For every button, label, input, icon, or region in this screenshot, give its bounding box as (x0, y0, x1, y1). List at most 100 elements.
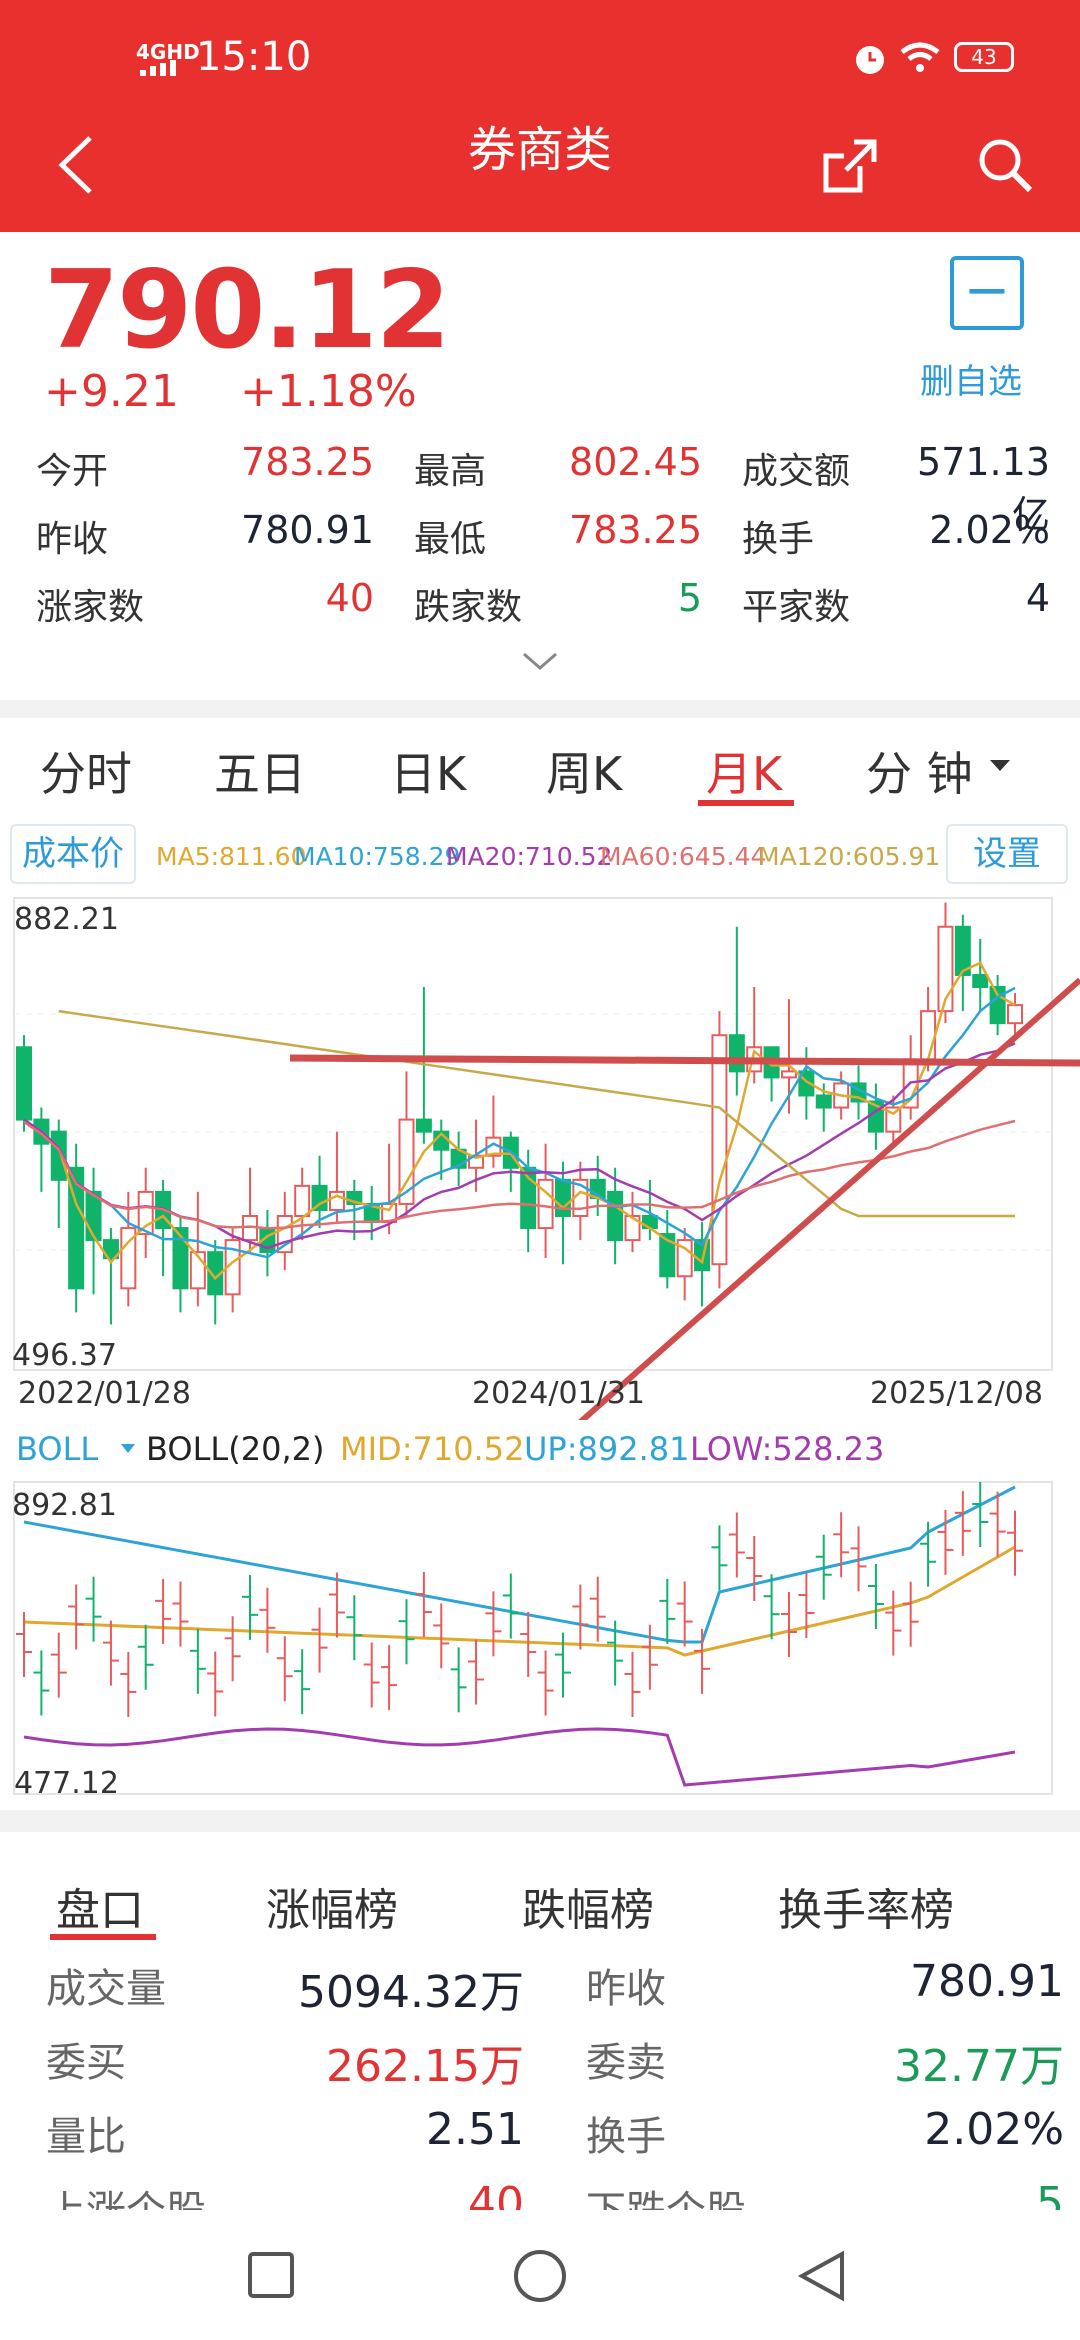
quote-value: 5 (677, 576, 702, 620)
tab-five-day[interactable]: 五日 (214, 747, 306, 801)
battery-icon: 43 (954, 42, 1014, 72)
chart-frame (13, 1481, 1053, 1795)
quote-value: 40 (325, 576, 374, 620)
board-value: 5094.32万 (298, 1967, 524, 2018)
candle-body (659, 1233, 676, 1278)
quote-value: 4 (1025, 576, 1050, 620)
cost-price-button[interactable]: 成本价 (10, 824, 136, 884)
boll-caret-icon[interactable] (120, 1440, 136, 1459)
drawn-trend-line (578, 977, 1080, 1420)
quote-value: 802.45 (569, 440, 702, 484)
expand-chevron-icon[interactable] (520, 650, 560, 678)
tab-handicap[interactable]: 盘口 (56, 1885, 144, 1936)
back-nav-icon[interactable] (796, 2248, 848, 2308)
board-label: 昨收 (586, 1966, 666, 2012)
tab-monthly-k[interactable]: 月K (706, 747, 783, 801)
quote-label: 今开 (36, 451, 109, 492)
board-label: 换手 (586, 2114, 666, 2160)
candle-body (676, 1239, 693, 1278)
quote-value: 783.25 (241, 440, 374, 484)
tab-intraday[interactable]: 分时 (40, 747, 132, 801)
boll-up: UP:892.81 (524, 1430, 690, 1468)
candle-body (607, 1190, 624, 1242)
ma20-value: MA20:710.52 (446, 842, 613, 871)
board-value: 780.91 (910, 1956, 1064, 2007)
candle-body (68, 1166, 85, 1290)
kchart-date-end: 2025/12/08 (870, 1376, 1043, 1411)
candle-body (102, 1239, 119, 1260)
wifi-icon (898, 42, 942, 78)
ma10-value: MA10:758.29 (294, 842, 461, 871)
delete-watchlist-button[interactable]: − (950, 256, 1024, 330)
board-value: 2.02% (924, 2104, 1064, 2155)
active-bottom-tab-underline (50, 1934, 156, 1940)
ma120-line (58, 1009, 1015, 1218)
board-label: 成交量 (46, 1966, 166, 2012)
candle-body (415, 1118, 432, 1133)
boll-ymin: 477.12 (14, 1766, 119, 1801)
tab-daily-k[interactable]: 日K (390, 747, 467, 801)
boll-param: BOLL(20,2) (146, 1430, 325, 1468)
tab-gainers[interactable]: 涨幅榜 (266, 1885, 398, 1936)
quote-label: 成交额 (742, 451, 851, 492)
quote-label: 涨家数 (36, 587, 145, 628)
board-label: 委买 (46, 2040, 126, 2086)
board-value: 262.15万 (326, 2041, 524, 2092)
candle-body (1007, 1004, 1023, 1025)
candle-body (815, 1094, 832, 1109)
chart-frame (13, 897, 1053, 1371)
candle-body (172, 1227, 189, 1290)
app-header (0, 0, 1080, 232)
board-label: 委卖 (586, 2040, 666, 2086)
quote-label: 平家数 (742, 587, 851, 628)
share-icon[interactable] (820, 136, 880, 200)
search-icon[interactable] (976, 136, 1036, 200)
boll-mid-line (23, 1545, 1016, 1657)
ma60-value: MA60:645.44 (600, 842, 767, 871)
candle-body (728, 1034, 745, 1073)
candle-body (16, 1046, 32, 1121)
dropdown-caret-icon[interactable] (988, 758, 1012, 778)
candle-body (972, 973, 989, 989)
quote-value: 571.13亿 (917, 440, 1050, 537)
candle-body (537, 1178, 554, 1230)
boll-chart[interactable] (0, 1472, 1080, 1802)
kchart-date-start: 2022/01/28 (18, 1376, 191, 1411)
divider (0, 1810, 1080, 1832)
candle-body (780, 1070, 797, 1079)
boll-up-line (23, 1485, 1016, 1644)
tab-losers[interactable]: 跌幅榜 (522, 1885, 654, 1936)
delete-watchlist-label[interactable]: 删自选 (920, 362, 1022, 402)
ma5-line (23, 961, 1016, 1281)
back-icon[interactable] (50, 130, 100, 204)
candle-body (554, 1178, 571, 1218)
quote-label: 换手 (742, 519, 815, 560)
current-price: 790.12 (44, 248, 451, 373)
network-indicator: 4GHD (136, 40, 200, 64)
tab-weekly-k[interactable]: 周K (546, 747, 623, 801)
candle-body (276, 1215, 293, 1254)
kchart-ymax: 882.21 (14, 902, 119, 937)
candle-body (885, 1106, 902, 1133)
home-icon[interactable] (512, 2248, 568, 2308)
ma5-value: MA5:811.60 (156, 842, 307, 871)
status-time: 15:10 (196, 34, 312, 80)
page-title: 券商类 (467, 122, 612, 178)
ma120-value: MA120:605.91 (758, 842, 941, 871)
quote-value: 2.02% (929, 508, 1050, 552)
boll-indicator-selector[interactable]: BOLL (16, 1430, 99, 1468)
recents-icon[interactable] (246, 2250, 296, 2304)
signal-icon (140, 60, 190, 80)
kline-chart[interactable] (0, 880, 1080, 1420)
quote-label: 最高 (414, 451, 487, 492)
quote-value: 783.25 (569, 508, 702, 552)
candle-body (120, 1227, 137, 1290)
board-label: 量比 (46, 2114, 126, 2160)
tab-turnover[interactable]: 换手率榜 (778, 1885, 954, 1936)
alarm-icon (850, 40, 890, 80)
candle-body (398, 1118, 415, 1205)
system-nav-bar (0, 2210, 1080, 2340)
settings-button[interactable]: 设置 (946, 824, 1068, 884)
candle-body (954, 925, 971, 976)
tab-minute[interactable]: 分 钟 (866, 747, 973, 801)
